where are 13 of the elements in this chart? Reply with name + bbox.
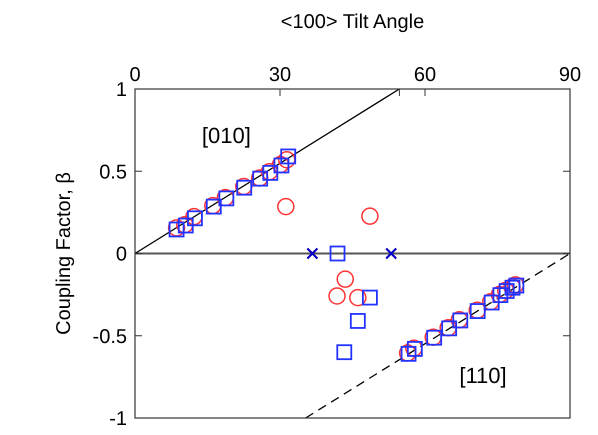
y-axis-title: Coupling Factor, β (53, 172, 75, 335)
y-tick-label: -0.5 (92, 326, 127, 348)
y-tick-label: 0.5 (99, 161, 127, 184)
annotation: [110] (459, 362, 507, 388)
x-tick-label: 60 (414, 64, 436, 86)
y-tick-label: -1 (109, 408, 127, 430)
annotation: [010] (202, 122, 251, 148)
x-tick-label: 90 (558, 64, 582, 86)
y-tick-label: 1 (116, 79, 127, 101)
x-axis-title: <100> Tilt Angle (280, 11, 424, 33)
x-tick-label: 0 (129, 64, 141, 86)
y-tick-label: 0 (116, 244, 127, 266)
x-tick-label: 30 (268, 64, 292, 86)
